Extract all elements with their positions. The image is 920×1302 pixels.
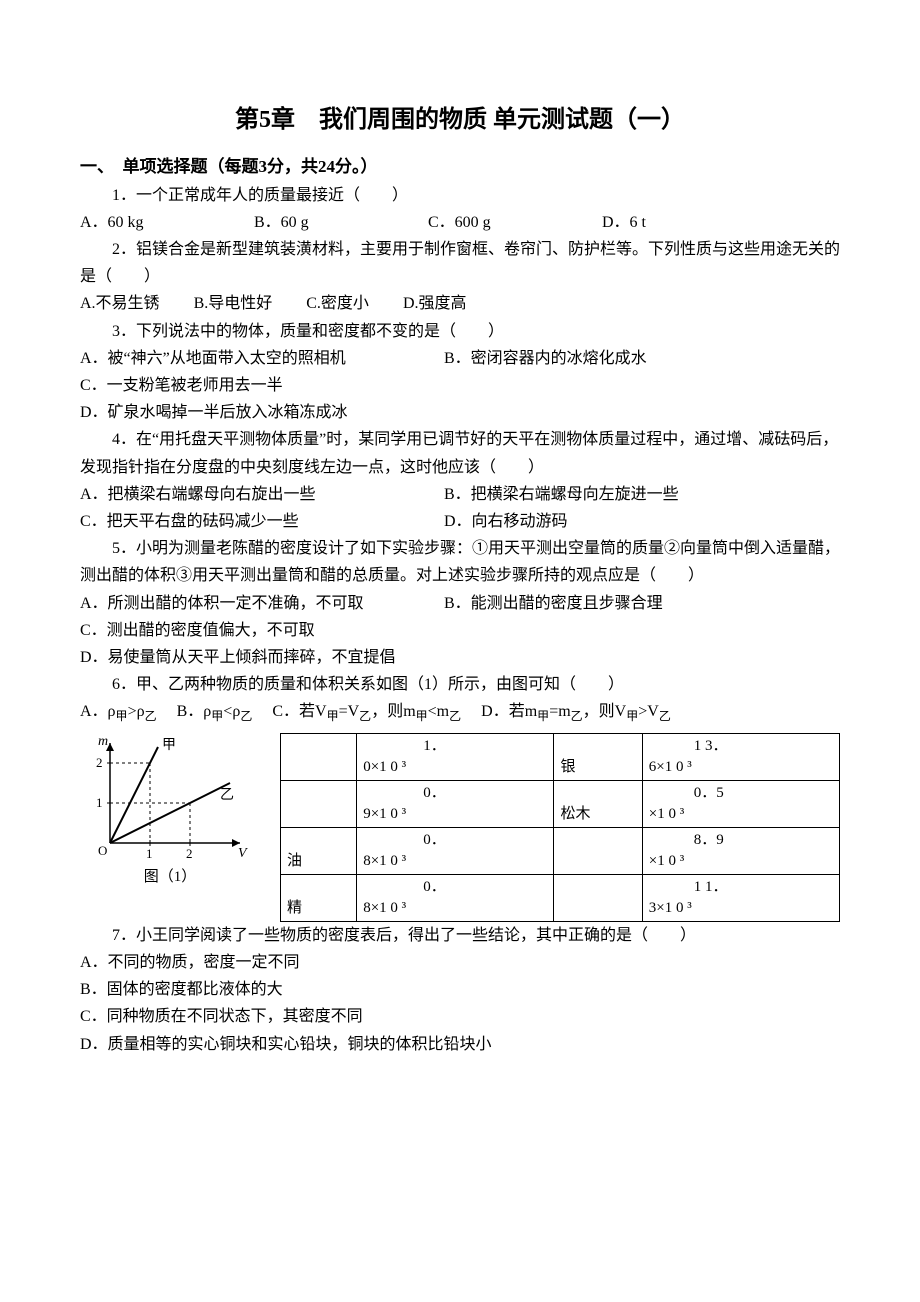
q1-A: A．60 kg [80, 209, 250, 236]
q4-A: A．把横梁右端螺母向右旋出一些 [80, 481, 440, 508]
svg-text:2: 2 [96, 755, 103, 770]
density-table: 1． 0×1 0 ³ 银 1 3． 6×1 0 ³ 0． 9×1 0 ³ 松木 … [280, 733, 840, 922]
svg-text:2: 2 [186, 846, 193, 861]
q6-D: D．若m甲=m乙，则V甲>V乙 [481, 703, 671, 720]
q3-C: C．一支粉笔被老师用去一半 [80, 377, 283, 394]
q4-B: B．把横梁右端螺母向左旋进一些 [444, 486, 679, 503]
q6-C: C．若V甲=V乙，则m甲<m乙 [272, 703, 461, 720]
q5-stem: 5．小明为测量老陈醋的密度设计了如下实验步骤：①用天平测出空量筒的质量②向量筒中… [80, 535, 840, 589]
table-row: 0． 9×1 0 ³ 松木 0．5 ×1 0 ³ [281, 780, 840, 827]
q4-C: C．把天平右盘的砝码减少一些 [80, 508, 440, 535]
figure-1: m V O 1 2 1 2 甲 乙 图（1） [80, 733, 260, 891]
q2-C: C.密度小 [306, 295, 369, 312]
document-title: 第5章 我们周围的物质 单元测试题（一） [80, 100, 840, 141]
q1-stem: 1．一个正常成年人的质量最接近（ ） [80, 182, 840, 209]
q2-stem: 2．铝镁合金是新型建筑装潢材料，主要用于制作窗框、卷帘门、防护栏等。下列性质与这… [80, 236, 840, 290]
q7-stem: 7．小王同学阅读了一些物质的密度表后，得出了一些结论，其中正确的是（ ） [80, 922, 840, 949]
q6-A: A．ρ甲>ρ乙 [80, 703, 157, 720]
q7-C: C．同种物质在不同状态下，其密度不同 [80, 1003, 840, 1030]
q7-A: A．不同的物质，密度一定不同 [80, 949, 840, 976]
q4-stem: 4．在“用托盘天平测物体质量”时，某同学用已调节好的天平在测物体质量过程中，通过… [80, 426, 840, 480]
q1-C: C．600 g [428, 209, 598, 236]
svg-text:m: m [98, 734, 108, 749]
q2-B: B.导电性好 [194, 295, 273, 312]
q1-B: B．60 g [254, 209, 424, 236]
svg-text:乙: 乙 [220, 787, 234, 803]
q3-B: B．密闭容器内的冰熔化成水 [444, 350, 647, 367]
table-row: 精 0． 8×1 0 ³ 1 1． 3×1 0 ³ [281, 874, 840, 921]
q2-D: D.强度高 [403, 295, 467, 312]
q3-options: A．被“神六”从地面带入太空的照相机 B．密闭容器内的冰熔化成水 C．一支粉笔被… [80, 345, 840, 427]
q1-options: A．60 kg B．60 g C．600 g D．6 t [80, 209, 840, 236]
q3-stem: 3．下列说法中的物体，质量和密度都不变的是（ ） [80, 318, 840, 345]
q6-options: A．ρ甲>ρ乙 B．ρ甲<ρ乙 C．若V甲=V乙，则m甲<m乙 D．若m甲=m乙… [80, 698, 840, 727]
q6-stem: 6．甲、乙两种物质的质量和体积关系如图（1）所示，由图可知（ ） [80, 671, 840, 698]
q3-A: A．被“神六”从地面带入太空的照相机 [80, 345, 440, 372]
q5-C: C．测出醋的密度值偏大，不可取 [80, 622, 315, 639]
svg-text:V: V [238, 846, 248, 861]
q5-options: A．所测出醋的体积一定不准确，不可取 B．能测出醋的密度且步骤合理 C．测出醋的… [80, 590, 840, 672]
svg-text:1: 1 [96, 795, 103, 810]
q1-D: D．6 t [602, 209, 772, 236]
svg-text:O: O [98, 843, 107, 858]
svg-text:甲: 甲 [162, 738, 176, 753]
svg-text:1: 1 [146, 846, 153, 861]
q7-B: B．固体的密度都比液体的大 [80, 976, 840, 1003]
q5-D: D．易使量筒从天平上倾斜而摔碎，不宜提倡 [80, 649, 396, 666]
q2-options: A.不易生锈 B.导电性好 C.密度小 D.强度高 [80, 290, 840, 317]
q5-B: B．能测出醋的密度且步骤合理 [444, 595, 663, 612]
q4-D: D．向右移动游码 [444, 513, 568, 530]
q3-D: D．矿泉水喝掉一半后放入冰箱冻成冰 [80, 404, 348, 421]
q7-D: D．质量相等的实心铜块和实心铅块，铜块的体积比铅块小 [80, 1031, 840, 1058]
q4-options: A．把横梁右端螺母向右旋出一些 B．把横梁右端螺母向左旋进一些 C．把天平右盘的… [80, 481, 840, 535]
q7-options: A．不同的物质，密度一定不同 B．固体的密度都比液体的大 C．同种物质在不同状态… [80, 949, 840, 1058]
table-row: 油 0． 8×1 0 ³ 8．9 ×1 0 ³ [281, 827, 840, 874]
section-header: 一、 单项选择题（每题3分，共24分。） [80, 153, 840, 182]
q6-B: B．ρ甲<ρ乙 [177, 703, 253, 720]
q5-A: A．所测出醋的体积一定不准确，不可取 [80, 590, 440, 617]
table-row: 1． 0×1 0 ³ 银 1 3． 6×1 0 ³ [281, 733, 840, 780]
q2-A: A.不易生锈 [80, 295, 160, 312]
figure-1-caption: 图（1） [80, 865, 260, 891]
